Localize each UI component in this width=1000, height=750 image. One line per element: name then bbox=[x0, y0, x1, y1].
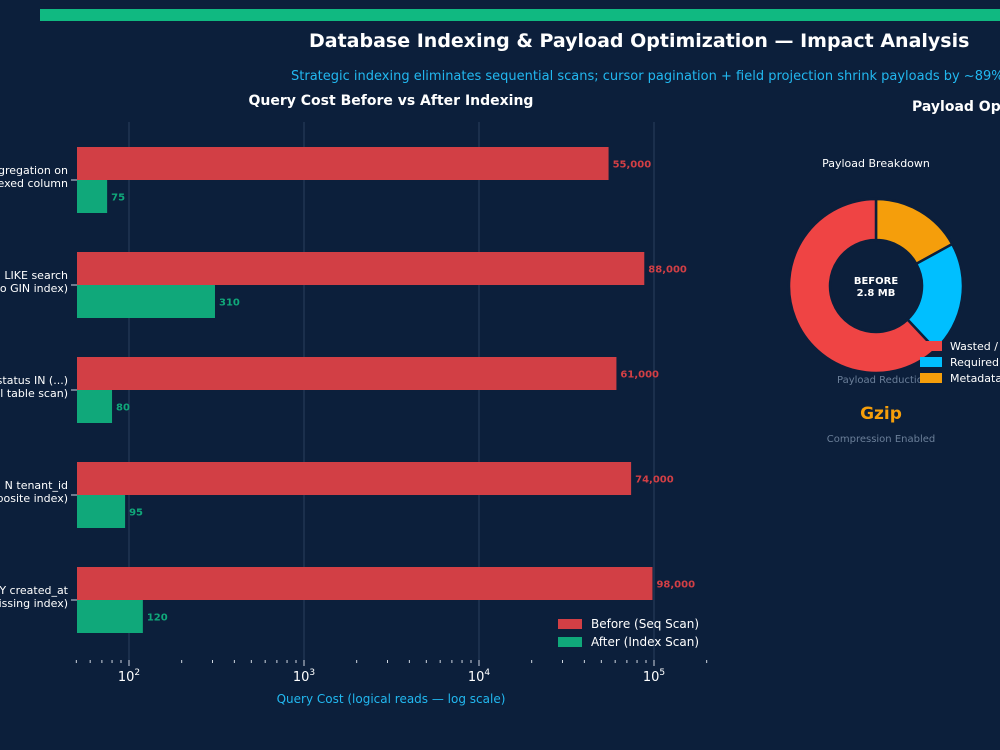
payload-panel-title: Payload Op bbox=[912, 99, 1000, 115]
page-title: Database Indexing & Payload Optimization… bbox=[309, 30, 970, 52]
legend: Before (Seq Scan) After (Index Scan) bbox=[558, 617, 699, 649]
category-label: o GIN index) bbox=[0, 282, 68, 295]
category-label: status IN (...) bbox=[0, 374, 68, 387]
page-subtitle: Strategic indexing eliminates sequential… bbox=[291, 69, 1000, 84]
bar-before bbox=[77, 147, 609, 180]
data-label-before: 88,000 bbox=[648, 265, 687, 276]
donut-legend: Wasted / Required Metadata bbox=[920, 340, 1000, 385]
category-label: LIKE search bbox=[4, 269, 68, 282]
category-label: issing index) bbox=[0, 597, 68, 610]
category-label: exed column bbox=[0, 177, 68, 190]
data-label-before: 74,000 bbox=[635, 475, 674, 486]
legend-swatch bbox=[920, 373, 942, 383]
x-tick-label: 102 bbox=[118, 668, 140, 685]
legend-swatch bbox=[558, 637, 582, 647]
x-axis-label: Query Cost (logical reads — log scale) bbox=[277, 692, 506, 706]
category-label: Y created_at bbox=[0, 584, 69, 597]
bar-group: 61,000 80 bbox=[77, 357, 659, 423]
data-label-before: 98,000 bbox=[656, 580, 695, 591]
donut-center-label: BEFORE bbox=[854, 276, 898, 287]
category-label: gregation on bbox=[0, 164, 68, 177]
donut-slice bbox=[787, 197, 938, 375]
data-label-after: 95 bbox=[129, 508, 143, 519]
bar-before bbox=[77, 462, 632, 495]
bar-group: 74,000 95 bbox=[77, 462, 674, 528]
donut-title: Payload Breakdown bbox=[822, 157, 930, 170]
x-tick-label: 103 bbox=[293, 668, 315, 685]
category-label: N tenant_id bbox=[5, 479, 68, 492]
donut-caption: Payload Reductio bbox=[837, 375, 923, 386]
legend-label: Before (Seq Scan) bbox=[591, 617, 699, 631]
bar-after bbox=[77, 180, 108, 213]
category-label: l table scan) bbox=[0, 387, 68, 400]
data-label-after: 310 bbox=[219, 298, 240, 309]
bar-after bbox=[77, 390, 113, 423]
gzip-caption: Compression Enabled bbox=[827, 434, 935, 445]
legend-label: Required bbox=[950, 356, 999, 369]
bar-after bbox=[77, 600, 143, 633]
x-tick-label: 104 bbox=[468, 668, 491, 685]
bar-group: 98,000 120 bbox=[77, 567, 695, 633]
data-label-before: 55,000 bbox=[613, 160, 652, 171]
legend-swatch bbox=[920, 357, 942, 367]
bar-group: 88,000 310 bbox=[77, 252, 687, 318]
legend-label: After (Index Scan) bbox=[591, 635, 699, 649]
bar-before bbox=[77, 357, 617, 390]
legend-label: Wasted / bbox=[950, 340, 998, 353]
data-label-after: 120 bbox=[147, 613, 168, 624]
data-label-after: 75 bbox=[111, 193, 125, 204]
donut-center-value: 2.8 MB bbox=[857, 288, 896, 299]
legend-label: Metadata bbox=[950, 372, 1000, 385]
bar-after bbox=[77, 285, 215, 318]
gzip-highlight: Gzip bbox=[860, 404, 902, 424]
bar-after bbox=[77, 495, 126, 528]
data-label-after: 80 bbox=[116, 403, 130, 414]
bar-group: 55,000 75 bbox=[77, 147, 651, 213]
x-tick-label: 105 bbox=[643, 668, 665, 685]
bar-chart-title: Query Cost Before vs After Indexing bbox=[249, 93, 534, 109]
header-accent-bar bbox=[40, 9, 1000, 21]
category-label: posite index) bbox=[0, 492, 68, 505]
data-label-before: 61,000 bbox=[620, 370, 659, 381]
bar-before bbox=[77, 252, 645, 285]
legend-swatch bbox=[920, 341, 942, 351]
bar-before bbox=[77, 567, 653, 600]
legend-swatch bbox=[558, 619, 582, 629]
